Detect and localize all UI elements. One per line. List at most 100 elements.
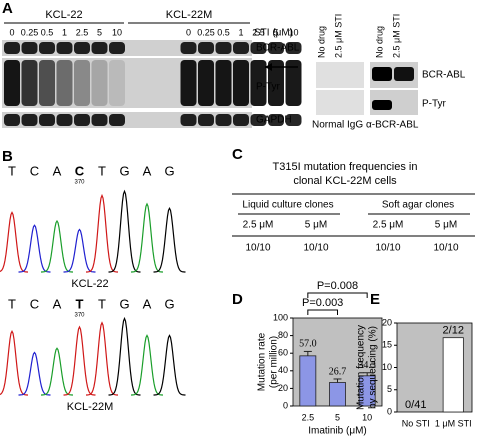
- value-label: 26.7: [329, 366, 347, 377]
- chromatogram-peak: [131, 202, 163, 273]
- blot-band: [198, 42, 214, 54]
- blot-band: [4, 42, 20, 54]
- blot-band: [109, 42, 125, 54]
- table-cell: 10/10: [433, 243, 458, 254]
- blot-band: [39, 42, 55, 54]
- blot-band: [268, 114, 284, 126]
- blot-band: [74, 114, 90, 126]
- blot-band: [215, 60, 232, 106]
- table-group: Soft agar clones: [382, 200, 454, 211]
- blot-band: [233, 114, 249, 126]
- base-letter: G: [119, 163, 129, 178]
- panel-label: D: [232, 291, 243, 308]
- chromatogram-peak: [131, 334, 163, 396]
- base-letter: A: [143, 163, 152, 178]
- blot-band: [91, 42, 108, 54]
- y-tick-label: 10: [382, 362, 392, 372]
- table-group: Liquid culture clones: [242, 200, 333, 211]
- blot-band: [21, 60, 38, 106]
- x-tick-label: No STI: [402, 418, 430, 428]
- lane-label: 5: [273, 27, 278, 37]
- blot-band: [233, 60, 249, 106]
- group-label: KCL-22M: [166, 9, 212, 21]
- y-tick-label: 5: [387, 384, 392, 394]
- lane-label: 0.5: [217, 27, 230, 37]
- chromatogram-peak: [86, 193, 118, 273]
- band-label: BCR-ABL: [256, 43, 300, 54]
- significance-bracket: [307, 309, 338, 315]
- ip-band: [372, 67, 392, 81]
- chromatogram-peak: [0, 211, 28, 273]
- y-axis-label: Mutation rate: [257, 332, 268, 391]
- blot-band: [198, 60, 214, 106]
- x-tick-label: 2.5: [302, 412, 315, 422]
- blot-band: [74, 42, 90, 54]
- lane-label: 10: [112, 27, 122, 37]
- table-column: 2.5 μM: [373, 220, 404, 231]
- chromatogram-peak: [63, 228, 96, 273]
- group-label: KCL-22: [45, 9, 82, 21]
- lane-label: 0: [9, 27, 14, 37]
- blot-band: [109, 114, 125, 126]
- x-tick-label: 1 μM STI: [435, 418, 472, 428]
- ip-lane-label: No drug: [316, 26, 326, 58]
- table-column: 5 μM: [435, 220, 457, 231]
- chromatogram-peak: [18, 224, 51, 273]
- blot-band: [21, 114, 38, 126]
- chromatogram-peak: [108, 316, 141, 396]
- blot-band: [39, 114, 55, 126]
- blot-band: [39, 60, 55, 106]
- base-letter: G: [164, 296, 174, 311]
- base-letter: G: [119, 296, 129, 311]
- blot-band: [198, 114, 214, 126]
- lane-label: 2.5: [76, 27, 89, 37]
- blot-band: [250, 60, 267, 106]
- table-cell: 10/10: [303, 243, 328, 254]
- ip-lane-label: No drug: [374, 26, 384, 58]
- blot-band: [215, 42, 232, 54]
- value-label: 2/12: [443, 325, 464, 337]
- y-tick-label: 15: [382, 340, 392, 350]
- base-letter: T: [98, 296, 106, 311]
- ip-band: [372, 100, 392, 110]
- bar: [442, 337, 464, 413]
- band-label: P-Tyr: [422, 99, 447, 110]
- blot-band: [180, 60, 197, 106]
- y-tick-label: 0: [387, 406, 392, 416]
- blot-band: [215, 114, 232, 126]
- blot-band: [91, 114, 108, 126]
- panel-label: C: [232, 146, 243, 163]
- blot-band: [21, 42, 38, 54]
- chromatogram-peak: [18, 351, 51, 396]
- base-letter: T: [8, 296, 16, 311]
- y-tick-label: 80: [278, 330, 288, 340]
- base-letter: G: [164, 163, 174, 178]
- position-label: 370: [74, 180, 85, 186]
- position-label: 370: [74, 313, 85, 319]
- annotation: P=0.003: [302, 297, 343, 309]
- blot-band: [285, 114, 302, 126]
- value-label: 57.0: [299, 339, 317, 350]
- base-letter: A: [143, 296, 152, 311]
- lane-label: 0.25: [21, 27, 39, 37]
- panel-label: E: [370, 291, 380, 308]
- blot-band: [109, 60, 125, 106]
- blot-band: [250, 42, 267, 54]
- base-letter: A: [53, 163, 62, 178]
- x-tick-label: 5: [335, 412, 340, 422]
- blot-band: [56, 114, 73, 126]
- y-tick-label: 100: [273, 312, 288, 322]
- chromatogram-peak: [108, 189, 141, 273]
- y-tick-label: 0: [283, 400, 288, 410]
- blot-band: [4, 114, 20, 126]
- value-label: 34.3: [358, 360, 376, 371]
- table-title: clonal KCL-22M cells: [293, 175, 397, 187]
- table-cell: 10/10: [245, 243, 270, 254]
- blot-band: [180, 42, 197, 54]
- y-axis-label: (per million): [269, 336, 280, 388]
- base-letter: C: [30, 296, 39, 311]
- chromatogram-peak: [41, 219, 73, 273]
- value-label: 0/41: [405, 399, 426, 411]
- ip-group-label: Normal IgG: [312, 120, 363, 131]
